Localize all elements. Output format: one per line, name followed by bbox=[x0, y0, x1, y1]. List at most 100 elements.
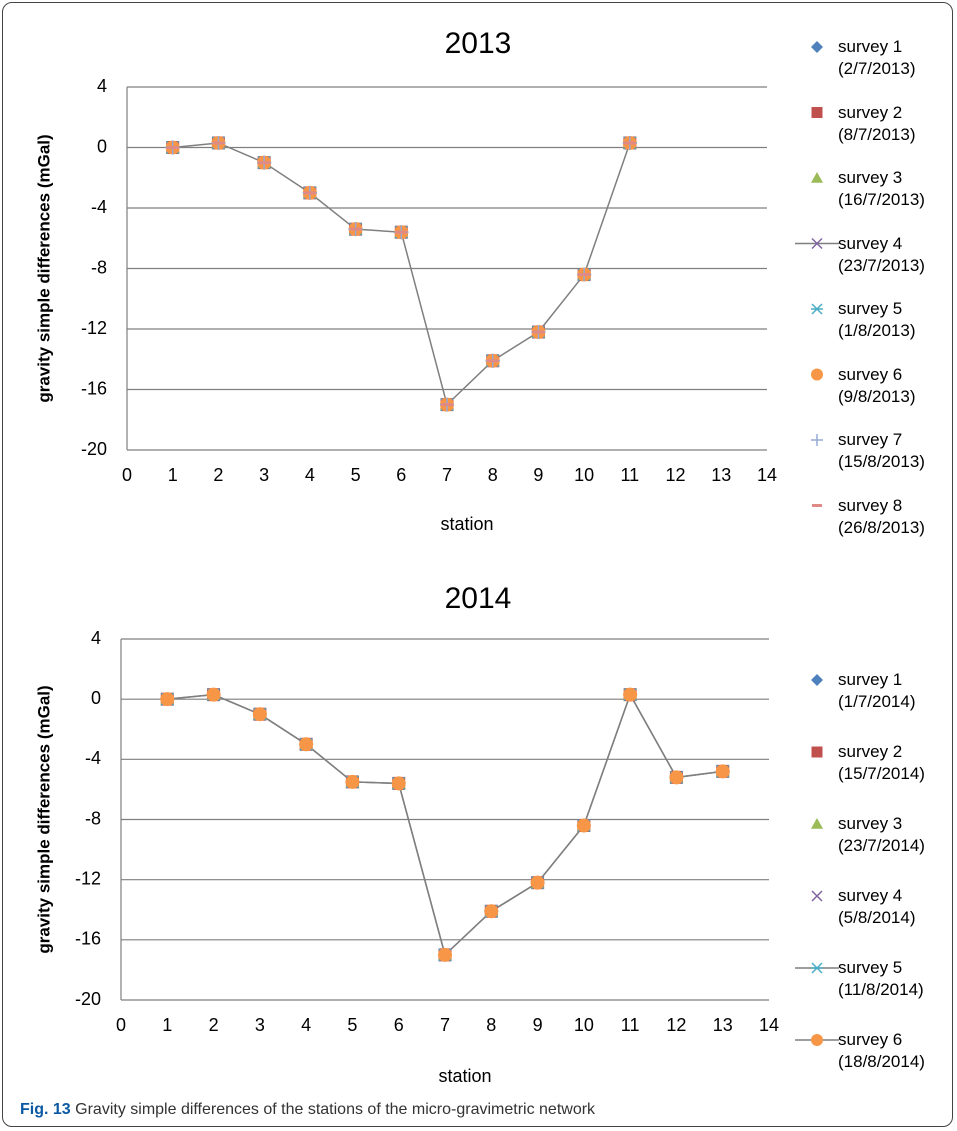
series-line bbox=[167, 692, 723, 957]
x-tick-label: 10 bbox=[574, 465, 594, 485]
legend-marker bbox=[811, 237, 823, 250]
x-axis-label: station bbox=[438, 1066, 491, 1086]
legend-marker bbox=[811, 1034, 823, 1046]
legend-label: survey 7 (15/8/2013) bbox=[838, 430, 925, 471]
legend-label: survey 5 (1/8/2013) bbox=[838, 299, 916, 340]
data-point bbox=[391, 776, 406, 791]
y-tick-label: -16 bbox=[75, 929, 101, 949]
y-tick-label: 0 bbox=[91, 688, 101, 708]
y-tick-label: -12 bbox=[75, 868, 101, 888]
x-tick-label: 2 bbox=[213, 465, 223, 485]
data-point bbox=[669, 770, 684, 785]
x-tick-label: 1 bbox=[162, 1015, 172, 1035]
data-point bbox=[484, 904, 499, 919]
legend-marker bbox=[811, 107, 823, 118]
x-tick-label: 7 bbox=[440, 1015, 450, 1035]
data-point bbox=[349, 227, 362, 231]
legend-marker bbox=[812, 504, 822, 507]
x-tick-label: 10 bbox=[574, 1015, 594, 1035]
legend-marker bbox=[811, 172, 823, 183]
x-tick-label: 11 bbox=[621, 1015, 640, 1035]
y-axis-label: gravity simple differences (mGal) bbox=[34, 134, 53, 402]
data-point bbox=[395, 230, 408, 234]
x-tick-label: 13 bbox=[713, 1015, 733, 1035]
x-tick-label: 5 bbox=[347, 1015, 357, 1035]
x-tick-label: 2 bbox=[209, 1015, 219, 1035]
y-tick-label: 4 bbox=[97, 76, 107, 96]
series-line bbox=[167, 692, 723, 957]
y-tick-label: -4 bbox=[85, 748, 101, 768]
x-tick-label: 4 bbox=[301, 1015, 311, 1035]
data-point bbox=[258, 161, 271, 165]
x-tick-label: 12 bbox=[666, 465, 686, 485]
legend-label: survey 5 (11/8/2014) bbox=[838, 958, 924, 999]
legend-marker bbox=[811, 962, 823, 974]
data-point bbox=[532, 330, 545, 334]
series-line bbox=[172, 142, 631, 407]
x-tick-label: 0 bbox=[116, 1015, 126, 1035]
x-tick-label: 6 bbox=[396, 465, 406, 485]
caption: Fig. 13 Gravity simple differences of th… bbox=[20, 1101, 595, 1119]
data-point bbox=[578, 273, 591, 277]
data-point bbox=[715, 764, 730, 779]
x-tick-label: 14 bbox=[759, 1015, 779, 1035]
legend-marker bbox=[811, 368, 823, 381]
caption-label: Fig. 13 bbox=[20, 1101, 71, 1118]
x-axis-label: station bbox=[440, 514, 493, 534]
legend-marker bbox=[811, 746, 823, 758]
y-axis-label: gravity simple differences (mGal) bbox=[34, 685, 53, 953]
legend-marker bbox=[811, 434, 823, 446]
data-point bbox=[166, 146, 179, 149]
legend-label: survey 6 (18/8/2014) bbox=[838, 1030, 925, 1071]
x-tick-label: 9 bbox=[533, 465, 543, 485]
x-tick-label: 3 bbox=[259, 465, 269, 485]
data-point bbox=[206, 687, 221, 702]
data-point bbox=[486, 359, 499, 363]
y-tick-label: -20 bbox=[81, 439, 107, 459]
legend-marker bbox=[811, 890, 823, 902]
legend-label: survey 1 (1/7/2014) bbox=[838, 670, 916, 711]
x-tick-label: 1 bbox=[168, 465, 178, 485]
x-tick-label: 11 bbox=[621, 465, 640, 485]
x-tick-label: 8 bbox=[488, 465, 498, 485]
x-tick-label: 7 bbox=[442, 465, 452, 485]
legend-label: survey 2 (15/7/2014) bbox=[838, 742, 925, 783]
x-tick-label: 8 bbox=[486, 1015, 496, 1035]
data-point bbox=[345, 774, 360, 789]
legend-label: survey 4 (5/8/2014) bbox=[838, 886, 916, 927]
data-point bbox=[299, 737, 314, 752]
data-point bbox=[623, 687, 638, 702]
y-tick-label: -12 bbox=[81, 318, 107, 338]
data-point bbox=[623, 141, 636, 145]
legend-marker bbox=[811, 674, 823, 686]
legend-marker bbox=[811, 818, 823, 829]
data-point bbox=[576, 818, 591, 833]
legend-label: survey 3 (16/7/2013) bbox=[838, 168, 925, 209]
data-point bbox=[438, 947, 452, 962]
x-tick-label: 13 bbox=[711, 465, 731, 485]
x-tick-label: 4 bbox=[305, 465, 315, 485]
data-point bbox=[160, 692, 175, 707]
legend-label: survey 1 (2/7/2013) bbox=[838, 37, 916, 78]
x-tick-label: 5 bbox=[351, 465, 361, 485]
legend-label: survey 8 (26/8/2013) bbox=[838, 495, 925, 537]
legend-label: survey 3 (23/7/2014) bbox=[838, 814, 925, 855]
chart-title: 2014 bbox=[445, 582, 512, 615]
x-tick-label: 9 bbox=[533, 1015, 543, 1035]
data-point bbox=[441, 403, 453, 407]
data-point bbox=[252, 707, 267, 722]
y-tick-label: -20 bbox=[75, 989, 101, 1009]
y-tick-label: -8 bbox=[91, 257, 107, 277]
y-tick-label: 4 bbox=[91, 628, 101, 648]
x-tick-label: 3 bbox=[255, 1015, 265, 1035]
y-tick-label: -8 bbox=[85, 808, 101, 828]
y-tick-label: -4 bbox=[91, 197, 107, 217]
legend-marker bbox=[811, 303, 823, 315]
y-tick-label: 0 bbox=[97, 136, 107, 156]
x-tick-label: 0 bbox=[122, 465, 132, 485]
data-point bbox=[530, 875, 545, 890]
legend-label: survey 6 (9/8/2013) bbox=[838, 364, 916, 406]
caption-text: Gravity simple differences of the statio… bbox=[75, 1101, 596, 1118]
